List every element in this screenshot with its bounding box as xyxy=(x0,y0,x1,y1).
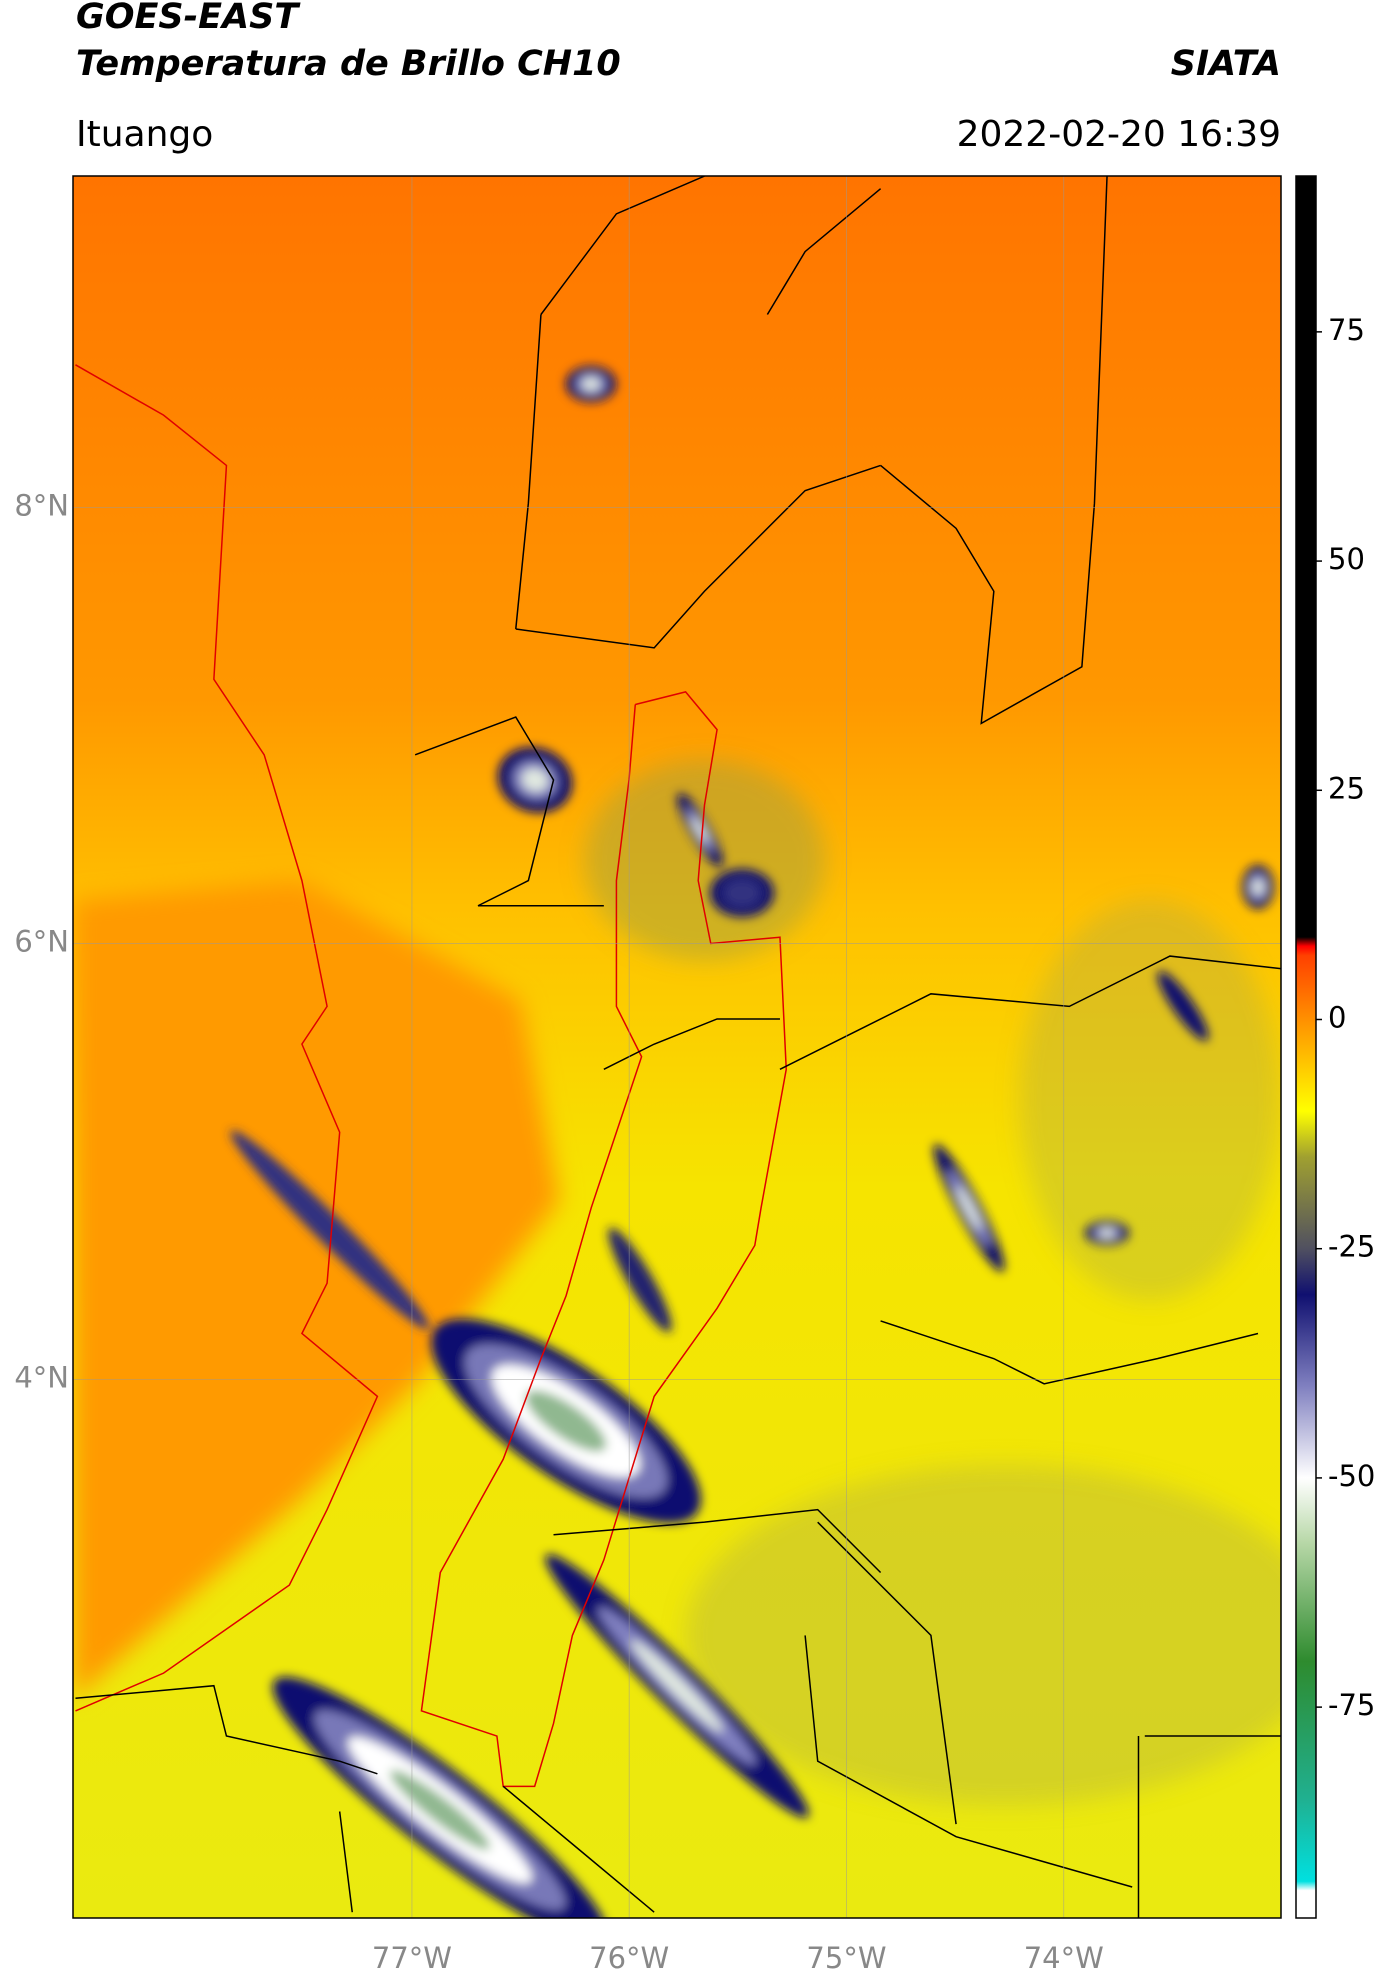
title: GOES-EAST xyxy=(76,0,301,37)
y-tick-label: 8°N xyxy=(14,488,69,522)
border xyxy=(779,955,1281,1070)
cloud xyxy=(521,768,549,792)
x-tick-label: 76°W xyxy=(589,1941,669,1975)
cloud xyxy=(1157,971,1209,1041)
border xyxy=(804,1635,1133,1888)
colorbar-tick-label: -50 xyxy=(1328,1459,1375,1493)
border xyxy=(75,364,379,1712)
x-tick-label: 77°W xyxy=(372,1941,452,1975)
border xyxy=(515,464,881,649)
colorbar-tick-label: 0 xyxy=(1328,1000,1346,1034)
border xyxy=(540,176,705,315)
cloud xyxy=(608,1227,672,1333)
date: 2022-02-20 16:39 xyxy=(957,114,1281,155)
border xyxy=(75,1684,378,1775)
cloud xyxy=(1252,879,1264,895)
source: SIATA xyxy=(1171,44,1281,84)
grid xyxy=(73,176,1281,1918)
cloud xyxy=(1099,1228,1115,1238)
border xyxy=(766,188,882,315)
cloud xyxy=(389,1770,491,1850)
cloud xyxy=(956,1185,982,1231)
cloud xyxy=(722,878,762,908)
cloud xyxy=(525,1390,607,1452)
cloud xyxy=(230,1130,430,1330)
border xyxy=(880,176,1108,725)
field-warm xyxy=(73,880,560,1700)
colorbar xyxy=(1295,175,1317,1919)
y-tick-label: 4°N xyxy=(14,1360,69,1394)
map-field xyxy=(73,176,1281,1918)
colorbar-tick-label: -75 xyxy=(1328,1688,1375,1722)
x-tick-label: 74°W xyxy=(1024,1941,1104,1975)
colorbar-tick-label: 50 xyxy=(1328,542,1365,576)
map-frame xyxy=(72,175,1282,1919)
cloud xyxy=(582,377,600,391)
cloud xyxy=(630,1639,724,1733)
borders xyxy=(75,176,1281,1918)
border xyxy=(817,1521,957,1825)
field-haze xyxy=(585,760,1281,1805)
border xyxy=(338,1811,353,1913)
colorbar-tick-label: 25 xyxy=(1328,771,1365,805)
border xyxy=(420,691,788,1788)
field-clouds xyxy=(230,366,1274,1918)
border xyxy=(880,1320,1259,1385)
border xyxy=(515,314,542,630)
y-tick-label: 6°N xyxy=(14,924,69,958)
cloud xyxy=(692,817,708,843)
colorbar-tick-label: 75 xyxy=(1328,313,1365,347)
border xyxy=(414,716,604,907)
colorbar-tick-label: -25 xyxy=(1328,1230,1375,1264)
x-tick-label: 75°W xyxy=(806,1941,886,1975)
subtitle: Temperatura de Brillo CH10 xyxy=(76,44,621,84)
region: Ituango xyxy=(76,114,213,155)
